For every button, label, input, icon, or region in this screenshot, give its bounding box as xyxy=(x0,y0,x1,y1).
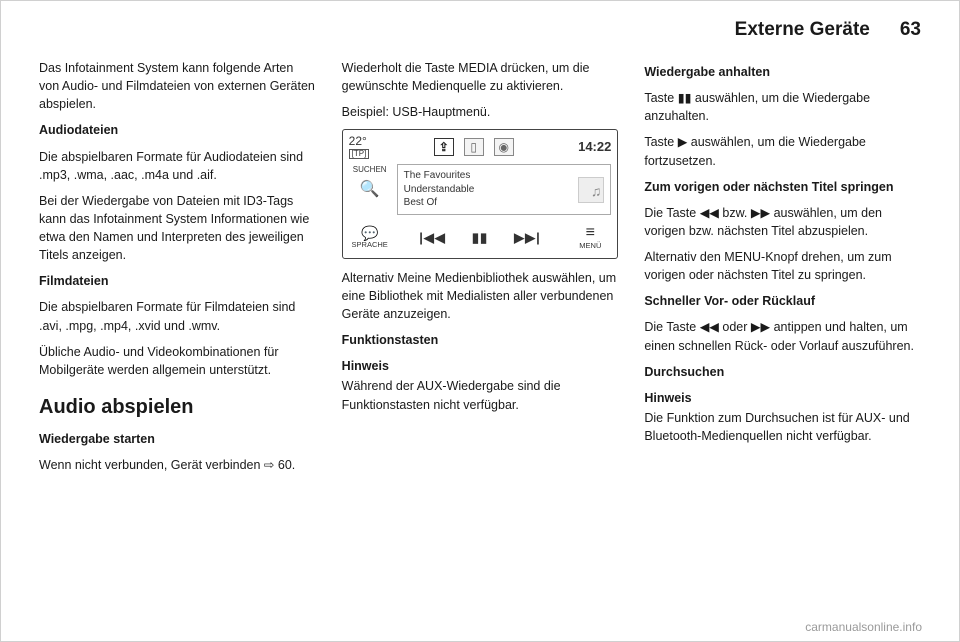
note-box-aux: Hinweis Während der AUX-Wiedergabe sind … xyxy=(342,357,619,413)
page-container: Externe Geräte 63 Das Infotainment Syste… xyxy=(0,0,960,642)
resume-text: Taste ▶ auswählen, um die Wieder­gabe fo… xyxy=(644,133,921,169)
id3-text: Bei der Wiedergabe von Dateien mit ID3-T… xyxy=(39,192,316,265)
column-2: Wiederholt die Taste MEDIA drücken, um d… xyxy=(342,59,619,482)
track-artist: The Favourites xyxy=(404,169,475,183)
track-text: The Favourites Understandable Best Of xyxy=(404,169,475,210)
album-art-icon: ♫ xyxy=(578,177,604,203)
fast-forward-text: Die Taste ◀◀ oder ▶▶ antippen und halten… xyxy=(644,318,921,354)
content-columns: Das Infotainment System kann fol­gende A… xyxy=(39,59,921,482)
menu-knob-text: Alternativ den MENU-Knopf drehen, um zum… xyxy=(644,248,921,284)
skip-text: Die Taste ◀◀ bzw. ▶▶ auswählen, um den v… xyxy=(644,204,921,240)
next-track-icon: ▶▶| xyxy=(514,229,541,248)
heading-filmdateien: Filmdateien xyxy=(39,272,316,290)
note-text-aux: Während der AUX-Wiedergabe sind die Funk… xyxy=(342,377,619,413)
temperature-value: 22° xyxy=(349,135,370,147)
temperature-display: 22° [TP] xyxy=(349,135,370,159)
clock-display: 14:22 xyxy=(578,138,611,157)
connect-text: Wenn nicht verbunden, Gerät verbin­den ⇨… xyxy=(39,456,316,474)
menu-label: MENÜ xyxy=(579,241,601,252)
header-page-number: 63 xyxy=(900,19,921,41)
track-title: Understandable xyxy=(404,183,475,197)
speech-button-area: 💬 SPRACHE xyxy=(349,226,391,251)
intro-text: Das Infotainment System kann fol­gende A… xyxy=(39,59,316,113)
audio-formats-text: Die abspielbaren Formate für Audio­datei… xyxy=(39,148,316,184)
device-bottom-bar: 💬 SPRACHE |◀◀ ▮▮ ▶▶| ≡ MENÜ xyxy=(343,223,618,258)
disc-tab-icon: ◉ xyxy=(494,138,514,156)
note-box-browse: Hinweis Die Funktion zum Durchsuchen ist… xyxy=(644,389,921,445)
device-middle: SUCHEN 🔍 The Favourites Understandable B… xyxy=(343,162,618,223)
usb-tab-icon: ⇪ xyxy=(434,138,454,156)
page-header: Externe Geräte 63 xyxy=(39,19,921,41)
track-album: Best Of xyxy=(404,196,475,210)
heading-audio-abspielen: Audio abspielen xyxy=(39,393,316,422)
sd-tab-icon: ▯ xyxy=(464,138,484,156)
menu-icon: ≡ xyxy=(586,225,595,241)
watermark-text: carmanualsonline.info xyxy=(805,620,922,634)
previous-track-icon: |◀◀ xyxy=(419,229,446,248)
track-info-box: The Favourites Understandable Best Of ♫ xyxy=(397,164,612,215)
note-text-browse: Die Funktion zum Durchsuchen ist für AUX… xyxy=(644,409,921,445)
speech-icon: 💬 xyxy=(361,226,378,240)
note-label-browse: Hinweis xyxy=(644,389,921,407)
tp-indicator: [TP] xyxy=(349,149,370,159)
menu-button-area: ≡ MENÜ xyxy=(569,225,611,252)
transport-controls: |◀◀ ▮▮ ▶▶| xyxy=(391,229,570,248)
pause-text: Taste ▮▮ auswählen, um die Wieder­gabe a… xyxy=(644,89,921,125)
page-reference-60: ⇨ 60. xyxy=(264,458,295,472)
connect-text-part: Wenn nicht verbunden, Gerät verbin­den xyxy=(39,458,264,472)
media-button-text: Wiederholt die Taste MEDIA drücken, um d… xyxy=(342,59,619,95)
search-button-area: SUCHEN 🔍 xyxy=(349,164,391,215)
device-top-bar: 22° [TP] ⇪ ▯ ◉ 14:22 xyxy=(343,130,618,162)
column-3: Wiedergabe anhalten Taste ▮▮ auswählen, … xyxy=(644,59,921,482)
search-label: SUCHEN xyxy=(353,164,387,176)
heading-wiedergabe-anhalten: Wiedergabe anhalten xyxy=(644,63,921,81)
heading-audiodateien: Audiodateien xyxy=(39,121,316,139)
media-library-text: Alternativ Meine Medienbibliothek auswäh… xyxy=(342,269,619,323)
search-icon: 🔍 xyxy=(360,178,380,201)
heading-skip-track: Zum vorigen oder nächsten Titel springen xyxy=(644,178,921,196)
heading-wiedergabe-starten: Wiedergabe starten xyxy=(39,430,316,448)
heading-fast-forward: Schneller Vor- oder Rücklauf xyxy=(644,292,921,310)
film-formats-text: Die abspielbaren Formate für Filmda­teie… xyxy=(39,298,316,334)
note-label: Hinweis xyxy=(342,357,619,375)
heading-durchsuchen: Durchsuchen xyxy=(644,363,921,381)
source-tabs: ⇪ ▯ ◉ xyxy=(369,138,578,156)
speech-label: SPRACHE xyxy=(352,240,388,251)
example-label: Beispiel: USB-Hauptmenü. xyxy=(342,103,619,121)
combo-text: Übliche Audio- und Videokombinatio­nen f… xyxy=(39,343,316,379)
column-1: Das Infotainment System kann fol­gende A… xyxy=(39,59,316,482)
heading-funktionstasten: Funktionstasten xyxy=(342,331,619,349)
header-title: Externe Geräte xyxy=(735,19,870,41)
infotainment-screenshot: 22° [TP] ⇪ ▯ ◉ 14:22 SUCHEN 🔍 xyxy=(342,129,619,258)
pause-icon: ▮▮ xyxy=(472,229,488,248)
